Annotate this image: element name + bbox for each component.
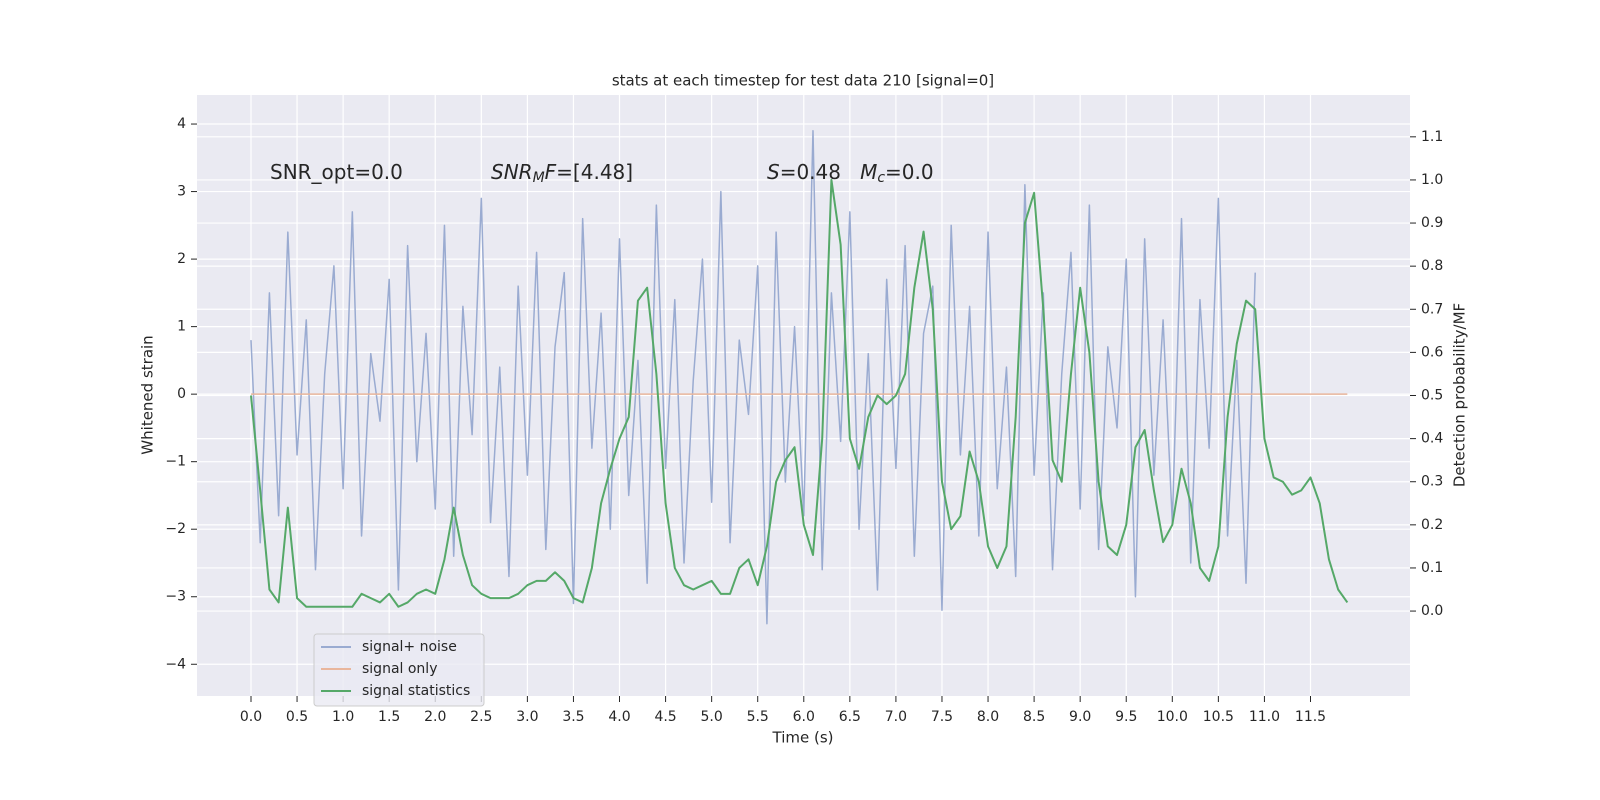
y2-axis-label: Detection probability/MF	[1451, 303, 1469, 487]
marks	[249, 130, 1349, 625]
x-tick-label: 11.5	[1295, 709, 1326, 725]
annotation-part: S	[767, 160, 780, 184]
x-tick-label: 1.0	[332, 709, 354, 725]
annotation-part: F	[545, 160, 557, 184]
x-tick-label: 9.5	[1115, 709, 1137, 725]
x-tick-label: 2.0	[424, 709, 446, 725]
annotation-part: =[4.48]	[556, 160, 633, 184]
y2-tick-label: 0.7	[1421, 301, 1443, 317]
y-tick-label: −3	[165, 589, 186, 605]
x-tick-label: 6.5	[839, 709, 861, 725]
x-tick-label: 7.0	[885, 709, 907, 725]
x-tick-label: 3.0	[516, 709, 538, 725]
x-tick-label: 2.5	[470, 709, 492, 725]
y2-tick-label: 0.8	[1421, 258, 1443, 274]
y2-tick-label: 0.1	[1421, 560, 1443, 576]
y2-tick-label: 0.3	[1421, 474, 1443, 490]
legend-label: signal only	[362, 661, 437, 677]
x-tick-label: 3.5	[562, 709, 584, 725]
annotation-part: SNR	[491, 160, 533, 184]
annotation: SNR_opt=0.0	[270, 160, 403, 184]
x-tick-label: 10.0	[1157, 709, 1188, 725]
x-tick-label: 9.0	[1069, 709, 1091, 725]
x-tick-label: 5.0	[701, 709, 723, 725]
annotation-part: =0.0	[885, 160, 934, 184]
x-tick-label: 11.0	[1249, 709, 1280, 725]
annotation-part: =0.48	[780, 160, 860, 184]
y-tick-label: 0	[177, 386, 186, 402]
legend: signal+ noise signal only signal statistic…	[313, 633, 485, 707]
grid	[197, 95, 1410, 696]
x-tick-label: 0.5	[286, 709, 308, 725]
x-tick-label: 0.0	[240, 709, 262, 725]
x-tick-label: 4.5	[654, 709, 676, 725]
x-tick-label: 8.0	[977, 709, 999, 725]
x-tick-label: 8.5	[1023, 709, 1045, 725]
legend-label: signal statistics	[362, 683, 470, 699]
y-tick-label: 2	[177, 251, 186, 267]
annotation-part: M	[860, 160, 877, 184]
x-tick-label: 4.0	[608, 709, 630, 725]
x-tick-label: 5.5	[747, 709, 769, 725]
annotation-part: SNR_opt=0.0	[270, 160, 403, 184]
y-tick-label: 1	[177, 319, 186, 335]
y-tick-label: −2	[165, 521, 186, 537]
annotation-part: c	[877, 170, 885, 186]
y2-tick-label: 1.0	[1421, 172, 1443, 188]
y2-tick-label: 0.4	[1421, 431, 1443, 447]
x-tick-label: 7.5	[931, 709, 953, 725]
x-axis-label: Time (s)	[772, 729, 834, 747]
y2-tick-label: 0.2	[1421, 517, 1443, 533]
legend-label: signal+ noise	[362, 639, 457, 655]
x-tick-label: 6.0	[793, 709, 815, 725]
y-tick-label: −1	[165, 454, 186, 470]
chart-title: stats at each timestep for test data 210…	[612, 72, 994, 90]
y2-tick-label: 0.6	[1421, 344, 1443, 360]
y-tick-label: −4	[165, 656, 186, 672]
y2-tick-label: 0.5	[1421, 388, 1443, 404]
y2-tick-label: 0.9	[1421, 215, 1443, 231]
legend-box	[313, 633, 485, 707]
series-line	[250, 130, 1256, 625]
annotation: SNRMF=[4.48]	[491, 160, 633, 187]
x-tick-label: 1.5	[378, 709, 400, 725]
series-line	[249, 178, 1349, 608]
annotation-part: M	[533, 170, 545, 186]
y2-tick-label: 1.1	[1421, 129, 1443, 145]
y-axis-label: Whitened strain	[139, 335, 157, 454]
annotation: S=0.48 Mc=0.0	[767, 160, 934, 187]
y2-tick-label: 0.0	[1421, 603, 1443, 619]
x-tick-label: 10.5	[1203, 709, 1234, 725]
y-tick-label: 3	[177, 184, 186, 200]
y-tick-label: 4	[177, 116, 186, 132]
